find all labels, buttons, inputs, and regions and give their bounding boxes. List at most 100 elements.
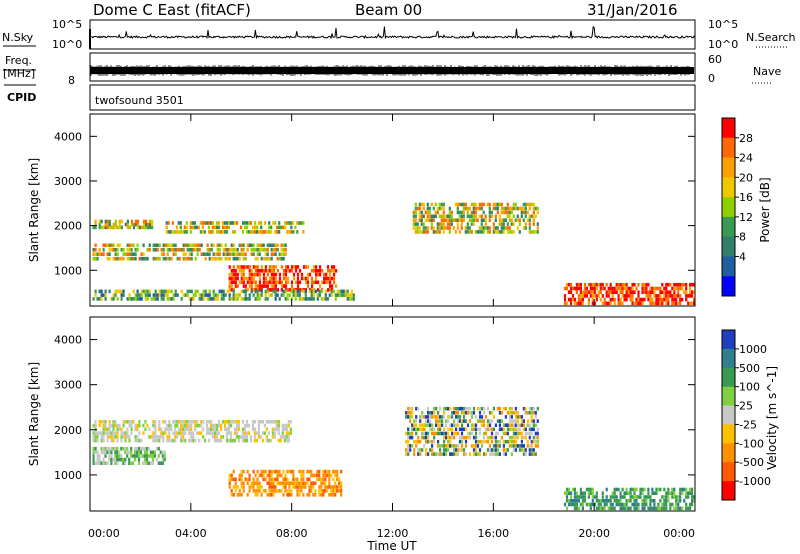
power-echo-cell <box>494 206 497 211</box>
power-echo-cell <box>329 276 332 281</box>
velocity-echo-cell <box>457 431 460 436</box>
velocity-echo-cell <box>411 423 414 427</box>
power-echo-cell <box>298 293 301 297</box>
velocity-echo-cell <box>460 448 464 452</box>
power-echo-cell <box>272 272 275 277</box>
power-echo-cell <box>193 221 196 225</box>
velocity-echo-cell <box>639 495 642 499</box>
power-echo-cell <box>216 256 219 261</box>
power-echo-cell <box>418 202 421 207</box>
velocity-echo-cell <box>423 415 426 419</box>
power-echo-cell <box>524 210 527 215</box>
velocity-echo-cell <box>474 431 478 436</box>
colorbar-swatch <box>722 256 735 277</box>
power-echo-cell <box>446 218 449 222</box>
velocity-echo-cell <box>534 423 537 427</box>
velocity-echo-cell <box>269 438 272 443</box>
velocity-echo-cell <box>168 431 171 435</box>
power-echo-cell <box>633 282 636 287</box>
velocity-echo-cell <box>502 448 505 452</box>
velocity-echo-cell <box>230 477 233 482</box>
velocity-echo-cell <box>625 499 628 503</box>
velocity-echo-cell <box>208 431 211 435</box>
velocity-echo-cell <box>587 487 590 492</box>
velocity-echo-cell <box>292 477 295 482</box>
velocity-echo-cell <box>528 427 531 432</box>
power-echo-cell <box>587 290 590 294</box>
power-echo-cell <box>120 289 123 294</box>
velocity-echo-cell <box>514 435 517 440</box>
power-echo-cell <box>264 289 267 294</box>
power-echo-cell <box>426 230 429 234</box>
velocity-echo-cell <box>108 427 111 432</box>
power-echo-cell <box>254 272 257 277</box>
velocity-echo-cell <box>651 487 654 492</box>
velocity-echo-cell <box>149 461 152 465</box>
power-echo-cell <box>175 225 178 230</box>
power-echo-cell <box>306 297 309 301</box>
velocity-echo-cell <box>468 452 472 456</box>
velocity-echo-cell <box>330 489 333 493</box>
velocity-echo-cell <box>186 420 189 424</box>
power-echo-cell <box>142 222 146 227</box>
power-echo-cell <box>448 218 451 222</box>
velocity-echo-cell <box>530 415 533 419</box>
power-echo-cell <box>110 225 113 230</box>
power-echo-cell <box>607 301 610 306</box>
velocity-echo-cell <box>116 461 119 465</box>
velocity-echo-cell <box>492 435 495 440</box>
velocity-echo-cell <box>214 435 217 439</box>
velocity-echo-cell <box>457 411 460 415</box>
power-echo-cell <box>178 248 181 252</box>
velocity-echo-cell <box>100 461 103 465</box>
velocity-echo-cell <box>140 438 143 443</box>
velocity-echo-cell <box>508 444 511 448</box>
power-echo-cell <box>446 214 449 219</box>
velocity-echo-cell <box>260 469 263 474</box>
power-echo-cell <box>428 214 431 219</box>
velocity-echo-cell <box>643 495 646 499</box>
power-echo-cell <box>440 206 443 211</box>
velocity-echo-cell <box>318 473 321 478</box>
power-echo-cell <box>234 252 237 256</box>
power-echo-cell <box>256 230 259 234</box>
velocity-echo-cell <box>665 495 668 499</box>
velocity-echo-cell <box>565 506 569 511</box>
velocity-echo-cell <box>196 420 199 424</box>
velocity-echo-cell <box>174 423 177 428</box>
power-echo-cell <box>256 256 259 261</box>
velocity-echo-cell <box>437 439 440 444</box>
velocity-echo-cell <box>437 427 440 432</box>
power-echo-cell <box>170 243 173 248</box>
power-echo-cell <box>254 269 257 273</box>
velocity-echo-cell <box>516 411 519 415</box>
power-echo-cell <box>502 226 505 230</box>
power-echo-cell <box>189 225 192 230</box>
power-echo-cell <box>302 221 305 225</box>
power-echo-cell <box>202 293 205 297</box>
power-echo-cell <box>166 243 169 248</box>
power-echo-cell <box>112 222 115 227</box>
power-echo-cell <box>282 252 285 256</box>
power-echo-cell <box>300 221 303 225</box>
velocity-echo-cell <box>613 495 616 499</box>
power-echo-cell <box>200 243 203 248</box>
power-echo-cell <box>526 218 529 222</box>
power-echo-cell <box>565 282 569 287</box>
velocity-echo-cell <box>431 415 434 419</box>
velocity-echo-cell <box>458 427 462 432</box>
power-echo-cell <box>496 202 499 207</box>
velocity-echo-cell <box>130 461 133 465</box>
power-echo-cell <box>166 248 169 252</box>
velocity-echo-cell <box>306 493 309 497</box>
velocity-echo-cell <box>455 452 458 456</box>
velocity-echo-cell <box>172 431 175 435</box>
velocity-echo-cell <box>290 489 293 493</box>
power-echo-cell <box>252 280 255 285</box>
power-echo-cell <box>506 226 509 230</box>
velocity-echo-cell <box>275 423 278 428</box>
power-echo-cell <box>512 214 515 219</box>
power-echo-cell <box>234 280 237 285</box>
velocity-echo-cell <box>484 452 488 456</box>
power-echo-cell <box>532 230 535 234</box>
